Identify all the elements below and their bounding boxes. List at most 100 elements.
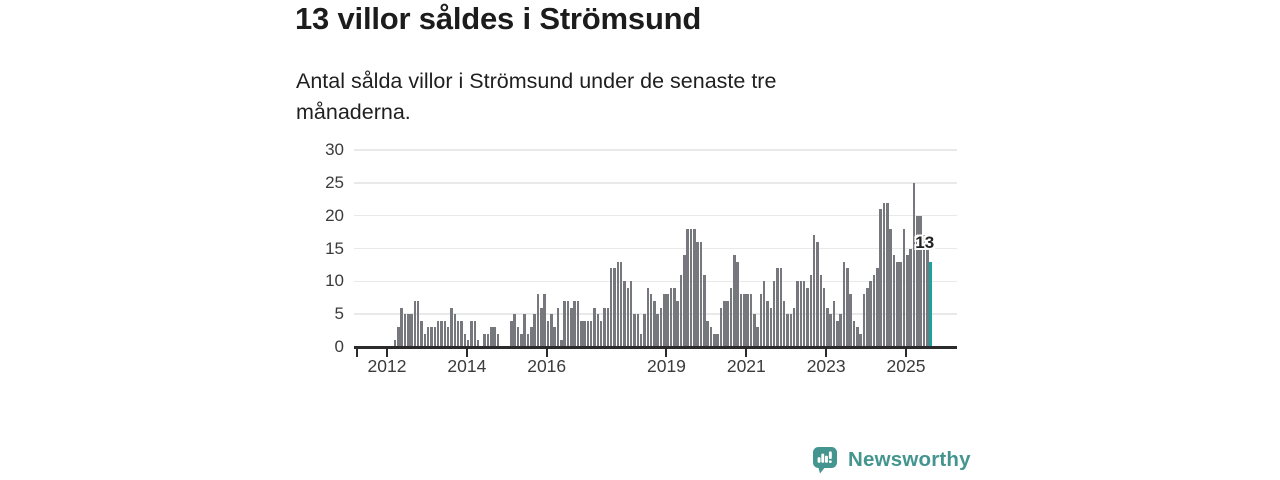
- bar: [583, 320, 586, 347]
- bar: [792, 307, 796, 347]
- bar: [889, 228, 892, 347]
- bar: [769, 307, 773, 347]
- bar: [922, 235, 926, 347]
- x-axis: [354, 346, 957, 349]
- y-gridline: [354, 182, 957, 184]
- y-gridline: [354, 214, 957, 217]
- bar: [593, 307, 596, 347]
- bar: [693, 228, 696, 347]
- x-tick-label: 2014: [447, 356, 487, 376]
- bar: [636, 314, 640, 347]
- bar: [726, 301, 729, 347]
- bar: [603, 307, 606, 347]
- bar: [719, 307, 723, 347]
- bar: [673, 287, 676, 347]
- bar: [829, 314, 833, 347]
- y-tick-label: 30: [325, 140, 344, 159]
- bar: [746, 294, 749, 347]
- bar: [733, 255, 736, 347]
- bar: [619, 261, 623, 347]
- bar: [653, 301, 656, 347]
- bar: [486, 333, 490, 347]
- bar: [876, 268, 879, 347]
- bar: [896, 261, 899, 347]
- bar: [839, 314, 843, 347]
- newsworthy-bubble-chart-icon: [812, 446, 839, 474]
- bar: [762, 281, 766, 347]
- bar: [569, 307, 573, 347]
- bar: [849, 294, 852, 347]
- x-tick-label: 2012: [367, 356, 407, 376]
- bar: [739, 294, 743, 347]
- bar: [516, 327, 520, 347]
- bar: [606, 307, 610, 347]
- x-tick-label: 2023: [806, 356, 846, 376]
- bar: [686, 228, 689, 347]
- bar: [490, 327, 493, 347]
- bar: [423, 333, 427, 347]
- bar: [633, 314, 636, 347]
- bar: [846, 268, 849, 347]
- bar: [406, 314, 410, 347]
- bar: [736, 261, 739, 347]
- x-axis-start-tick: [356, 348, 358, 357]
- value-annotation: 13: [915, 232, 935, 252]
- bar: [906, 255, 909, 347]
- bar: [456, 320, 460, 347]
- y-gridline: [354, 149, 957, 151]
- bar: [759, 294, 763, 347]
- bar: [443, 320, 447, 347]
- bar: [819, 274, 823, 347]
- bar: [599, 320, 603, 347]
- bar: [679, 274, 683, 347]
- bar: [646, 287, 650, 347]
- bar: [466, 340, 470, 347]
- bar: [563, 301, 566, 347]
- bar: [789, 314, 793, 347]
- bar: [530, 327, 533, 347]
- bar: [540, 307, 543, 347]
- x-tick-label: 2019: [646, 356, 686, 376]
- bar: [749, 294, 753, 347]
- bar: [543, 294, 546, 347]
- bar: [899, 261, 902, 347]
- y-tick-label: 20: [325, 205, 344, 225]
- bar: [550, 314, 553, 347]
- bar: [433, 327, 437, 347]
- bar: [776, 268, 779, 347]
- y-tick-label: 5: [334, 304, 344, 324]
- bar: [609, 268, 613, 347]
- bar-highlighted: [929, 261, 932, 347]
- bar: [626, 287, 630, 347]
- bar: [802, 281, 806, 347]
- bar: [882, 202, 886, 347]
- x-tick-label: 2016: [527, 356, 567, 376]
- bar: [909, 248, 912, 347]
- bar: [536, 294, 540, 347]
- bar: [526, 333, 530, 347]
- newsworthy-logo[interactable]: Newsworthy: [812, 446, 971, 474]
- bar: [473, 320, 477, 347]
- bar: [476, 340, 480, 347]
- bar: [862, 294, 866, 347]
- bar: [463, 333, 467, 347]
- bar: [799, 281, 803, 347]
- bar: [410, 314, 413, 347]
- x-tick: [905, 348, 907, 357]
- bar: [493, 327, 496, 347]
- bar: [822, 287, 826, 347]
- bar: [546, 320, 550, 347]
- bar: [766, 301, 769, 347]
- bar: [706, 320, 709, 347]
- bar: [556, 307, 560, 347]
- bar: [836, 320, 839, 347]
- bar: [413, 301, 417, 347]
- bar: [852, 320, 856, 347]
- bar: [902, 228, 906, 347]
- bar: [553, 327, 556, 347]
- bar: [430, 327, 433, 347]
- y-tick-label: 10: [325, 271, 344, 291]
- bar: [812, 235, 816, 347]
- bar: [420, 320, 423, 347]
- bar: [579, 320, 583, 347]
